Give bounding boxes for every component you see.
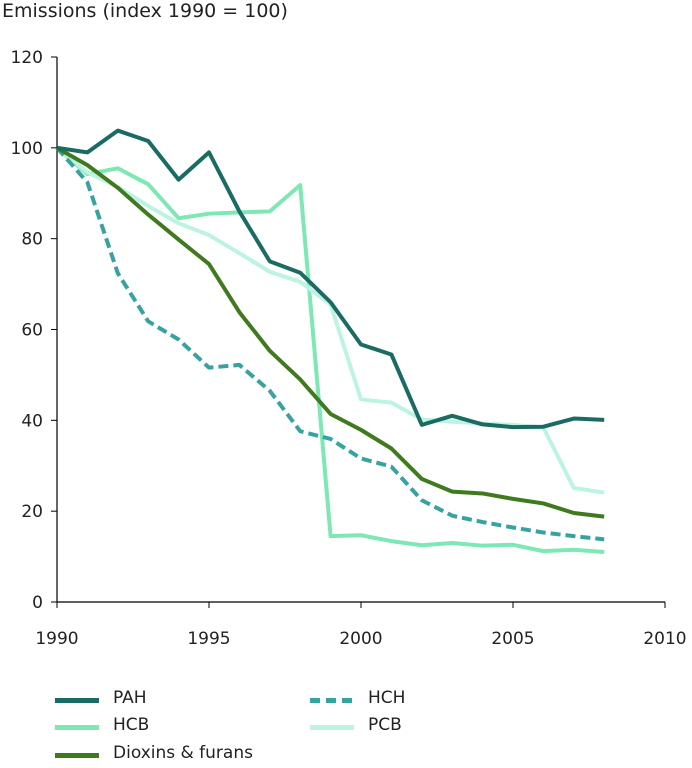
- legend-label: PCB: [368, 715, 402, 735]
- legend-swatch: [310, 725, 354, 730]
- legend-swatch: [55, 725, 99, 730]
- y-tick-label: 40: [21, 411, 43, 431]
- series-line-dioxins-furans: [56, 146, 605, 519]
- legend-label: HCH: [368, 688, 406, 708]
- y-tick-label: 120: [11, 48, 43, 68]
- x-tick-label: 2010: [643, 629, 686, 649]
- legend-swatch: [55, 753, 99, 758]
- chart-axes: [56, 57, 665, 603]
- series-line-hch: [55, 146, 605, 542]
- x-tick-label: 1990: [35, 629, 78, 649]
- y-tick-label: 20: [21, 502, 43, 522]
- y-tick-label: 0: [32, 593, 43, 613]
- x-tick-label: 2005: [491, 629, 534, 649]
- legend-label: Dioxins & furans: [113, 743, 253, 763]
- legend-swatch: [310, 698, 354, 703]
- y-tick-label: 80: [21, 230, 43, 250]
- x-tick-label: 2000: [339, 629, 382, 649]
- legend-label: HCB: [113, 715, 150, 735]
- y-axis-label: Emissions (index 1990 = 100): [2, 0, 288, 22]
- chart-ticks: 0 20 40 60 80 100 120 1990 1995 2000 2005 2010: [11, 48, 687, 649]
- legend-swatch: [55, 698, 99, 703]
- y-tick-label: 60: [21, 321, 43, 341]
- legend-label: PAH: [113, 688, 147, 708]
- series-line-hcb: [55, 146, 605, 555]
- series-line-pah: [56, 128, 605, 430]
- chart-series-lines: [55, 128, 605, 555]
- y-tick-label: 100: [11, 139, 43, 159]
- x-tick-label: 1995: [187, 629, 230, 649]
